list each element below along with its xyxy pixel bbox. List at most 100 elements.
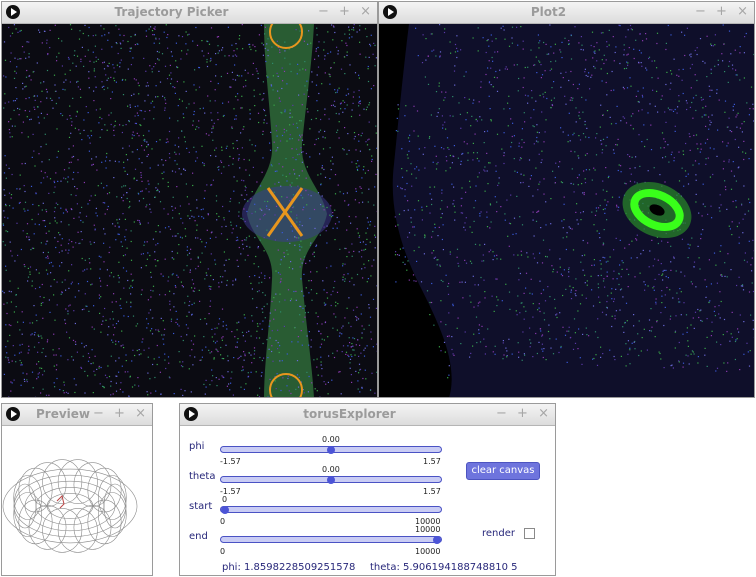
noise-dot — [22, 230, 24, 232]
noise-dot — [426, 290, 429, 292]
noise-dot — [61, 281, 63, 283]
preview-canvas[interactable] — [2, 426, 152, 575]
noise-dot — [509, 308, 511, 310]
preview-titlebar[interactable]: Preview − + × — [2, 404, 152, 426]
noise-dot — [338, 137, 340, 139]
phi-slider[interactable] — [220, 446, 442, 454]
noise-dot — [554, 43, 556, 45]
minimize-icon[interactable]: − — [496, 406, 507, 421]
noise-dot — [630, 257, 632, 259]
trajectory-picker-titlebar[interactable]: Trajectory Picker − + × — [2, 2, 377, 24]
theta-slider-knob[interactable] — [327, 476, 335, 484]
noise-dot — [349, 362, 351, 364]
maximize-icon[interactable]: + — [716, 4, 727, 19]
noise-dot — [89, 142, 91, 144]
noise-dot — [266, 205, 268, 207]
minimize-icon[interactable]: − — [695, 4, 706, 19]
noise-dot — [69, 24, 72, 26]
noise-dot — [674, 130, 676, 132]
noise-dot — [736, 114, 738, 116]
noise-dot — [183, 269, 185, 271]
noise-dot — [532, 316, 534, 318]
noise-dot — [677, 298, 680, 300]
play-icon[interactable] — [383, 5, 397, 19]
noise-dot — [639, 33, 641, 35]
theta-slider[interactable] — [220, 476, 442, 484]
noise-dot — [293, 290, 295, 293]
close-icon[interactable]: × — [737, 4, 748, 19]
plot2-titlebar[interactable]: Plot2 − + × — [379, 2, 754, 24]
noise-dot — [15, 306, 17, 308]
render-checkbox[interactable] — [524, 528, 535, 539]
noise-dot — [8, 396, 10, 397]
explorer-titlebar[interactable]: torusExplorer − + × — [180, 404, 555, 426]
noise-dot — [560, 347, 562, 349]
trajectory-canvas[interactable] — [2, 24, 377, 397]
noise-dot — [113, 293, 115, 295]
noise-dot — [447, 377, 449, 379]
phi-status: phi: 1.8598228509251578 — [222, 562, 356, 573]
noise-dot — [87, 135, 89, 137]
noise-dot — [49, 97, 52, 99]
noise-dot — [277, 342, 279, 344]
end-slider-knob[interactable] — [433, 536, 441, 544]
noise-dot — [161, 172, 163, 174]
noise-dot — [452, 353, 454, 355]
noise-dot — [373, 204, 375, 206]
noise-dot — [217, 350, 219, 353]
noise-dot — [48, 192, 50, 194]
noise-dot — [257, 394, 259, 396]
play-icon[interactable] — [6, 5, 20, 19]
noise-dot — [128, 395, 130, 397]
noise-dot — [35, 269, 37, 271]
noise-dot — [501, 300, 503, 302]
noise-dot — [214, 89, 216, 91]
noise-dot — [358, 77, 360, 79]
noise-dot — [63, 81, 65, 83]
clear-canvas-button[interactable]: clear canvas — [466, 462, 540, 480]
end-slider[interactable] — [220, 536, 442, 544]
close-icon[interactable]: × — [135, 406, 146, 421]
noise-dot — [710, 72, 712, 74]
noise-dot — [427, 83, 430, 85]
play-icon[interactable] — [6, 407, 20, 421]
noise-dot — [43, 177, 45, 179]
noise-dot — [89, 241, 91, 243]
minimize-icon[interactable]: − — [318, 4, 329, 19]
noise-dot — [435, 168, 438, 170]
noise-dot — [622, 296, 624, 298]
noise-dot — [493, 255, 496, 257]
noise-dot — [87, 375, 89, 377]
close-icon[interactable]: × — [538, 406, 549, 421]
noise-dot — [713, 310, 715, 312]
phi-slider-knob[interactable] — [327, 446, 335, 454]
noise-dot — [545, 359, 547, 361]
noise-dot — [626, 61, 628, 63]
window-controls: − + × — [312, 4, 371, 19]
noise-dot — [735, 206, 737, 208]
noise-dot — [308, 280, 310, 282]
noise-dot — [178, 168, 180, 170]
noise-dot — [695, 134, 698, 136]
close-icon[interactable]: × — [360, 4, 371, 19]
noise-dot — [527, 102, 529, 104]
noise-dot — [367, 139, 369, 141]
noise-dot — [169, 157, 171, 159]
maximize-icon[interactable]: + — [339, 4, 350, 19]
noise-dot — [296, 360, 299, 362]
plot2-canvas[interactable] — [379, 24, 754, 397]
maximize-icon[interactable]: + — [517, 406, 528, 421]
play-icon[interactable] — [184, 407, 198, 421]
noise-dot — [75, 384, 77, 386]
maximize-icon[interactable]: + — [114, 406, 125, 421]
noise-dot — [717, 59, 719, 61]
noise-dot — [24, 162, 26, 165]
noise-dot — [519, 159, 521, 161]
noise-dot — [102, 62, 104, 64]
start-slider-knob[interactable] — [221, 506, 229, 514]
start-slider[interactable] — [220, 506, 442, 514]
noise-dot — [685, 142, 687, 145]
noise-dot — [298, 139, 300, 141]
minimize-icon[interactable]: − — [93, 406, 104, 421]
noise-dot — [602, 208, 604, 211]
